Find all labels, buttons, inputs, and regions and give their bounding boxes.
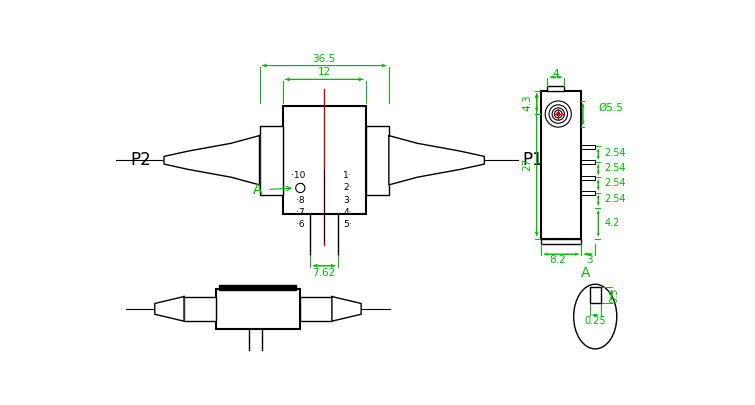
Bar	[541, 91, 581, 239]
Text: 12: 12	[318, 68, 331, 77]
Polygon shape	[332, 296, 361, 321]
Text: 27: 27	[522, 158, 532, 171]
Circle shape	[296, 183, 305, 193]
Text: 4·: 4·	[344, 208, 352, 217]
Text: 2.54: 2.54	[605, 178, 626, 188]
Text: 4.2: 4.2	[605, 217, 620, 228]
Bar	[581, 145, 595, 149]
Text: ·8: ·8	[296, 196, 305, 205]
Text: 5·: 5·	[344, 220, 352, 229]
Text: 8.2: 8.2	[549, 255, 565, 265]
Text: ·10: ·10	[291, 171, 305, 180]
Text: A: A	[581, 266, 590, 280]
Bar	[547, 85, 565, 91]
Polygon shape	[164, 136, 260, 185]
Text: 3·: 3·	[344, 196, 352, 205]
Text: ·7: ·7	[296, 208, 305, 217]
Polygon shape	[155, 296, 184, 321]
Text: 36.5: 36.5	[313, 53, 336, 64]
Text: 2.54: 2.54	[605, 194, 626, 204]
Text: 1·: 1·	[344, 171, 352, 180]
Text: Ø5.5: Ø5.5	[598, 103, 623, 113]
Text: 2.54: 2.54	[605, 163, 626, 173]
Bar	[217, 289, 300, 329]
Bar	[282, 107, 365, 214]
Text: 0.5: 0.5	[609, 287, 619, 303]
Ellipse shape	[574, 284, 617, 349]
Text: 4: 4	[553, 69, 559, 79]
Bar	[300, 296, 332, 321]
Bar	[365, 126, 389, 195]
Text: 2·: 2·	[344, 183, 352, 192]
Bar	[581, 160, 595, 164]
Text: P2: P2	[131, 151, 151, 169]
Text: ·6: ·6	[296, 220, 305, 229]
Bar	[260, 126, 282, 195]
Text: 4.3: 4.3	[522, 94, 532, 111]
Bar	[590, 287, 601, 303]
Text: P1: P1	[522, 151, 544, 169]
Text: A: A	[253, 183, 263, 196]
Bar	[581, 191, 595, 195]
Bar	[541, 239, 581, 244]
Text: 7.62: 7.62	[313, 269, 336, 279]
Bar	[184, 296, 217, 321]
Bar	[581, 176, 595, 179]
Text: ·9: ·9	[296, 183, 305, 192]
Text: 3: 3	[586, 255, 593, 265]
Text: 2.54: 2.54	[605, 147, 626, 158]
Bar	[220, 285, 297, 290]
Polygon shape	[389, 136, 485, 185]
Text: 0.25: 0.25	[584, 316, 606, 326]
